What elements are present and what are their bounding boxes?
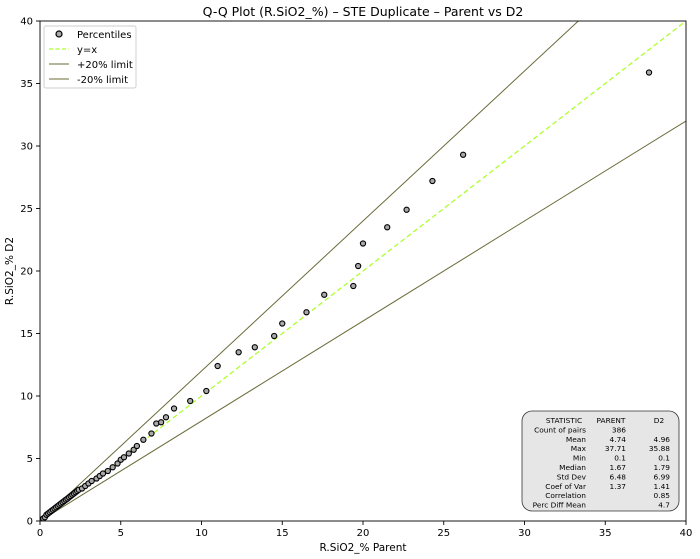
y-tick-label: 0: [27, 517, 33, 528]
legend-label-upper-limit: +20% limit: [77, 60, 133, 71]
stats-cell: 1.37: [610, 482, 627, 491]
stats-header-cell: STATISTIC: [546, 416, 582, 425]
legend-label-identity: y=x: [77, 45, 97, 56]
stats-row-label: Std Dev: [557, 472, 587, 481]
x-tick-label: 40: [680, 528, 693, 539]
chart-title: Q-Q Plot (R.SiO2_%) – STE Duplicate – Pa…: [203, 4, 524, 19]
x-axis-label: R.SiO2_% Parent: [320, 542, 407, 554]
stats-cell: 0.1: [614, 454, 626, 463]
data-point: [459, 151, 467, 158]
data-point: [157, 419, 165, 426]
stats-cell: 4.7: [658, 501, 670, 510]
legend: Percentiles y=x +20% limit -20% limit: [43, 25, 137, 89]
data-point: [88, 477, 95, 485]
stats-cell: 1.41: [654, 482, 671, 491]
y-tick-label: 5: [27, 454, 33, 465]
data-point: [109, 464, 116, 471]
y-axis-label: R.SiO2_% D2: [4, 237, 16, 305]
stats-row-label: Mean: [566, 435, 586, 444]
stats-cell: 0.85: [654, 491, 671, 500]
stats-row-label: Max: [571, 444, 587, 453]
data-point: [187, 397, 194, 405]
x-tick-label: 25: [437, 528, 450, 539]
x-tick-label: 20: [357, 528, 370, 539]
legend-label-percentiles: Percentiles: [77, 30, 132, 41]
stats-cell: 4.96: [654, 435, 671, 444]
x-tick-label: 10: [195, 528, 208, 539]
data-point: [429, 177, 436, 185]
stats-cell: 37.71: [605, 444, 626, 453]
data-point: [321, 291, 328, 298]
data-point: [140, 436, 147, 443]
y-tick-label: 20: [20, 267, 33, 278]
x-tick-label: 30: [518, 528, 531, 539]
data-point: [99, 470, 107, 477]
y-tick-label: 15: [20, 329, 33, 340]
data-point: [359, 240, 367, 247]
x-tick-label: 5: [118, 528, 124, 539]
reference-line-identity: [40, 21, 686, 521]
data-point: [133, 442, 141, 450]
stats-row-label: Perc Diff Mean: [533, 501, 587, 510]
x-tick-label: 35: [599, 528, 612, 539]
stats-row-label: Coef of Var: [545, 482, 587, 491]
legend-marker-icon: [55, 30, 63, 38]
stats-header-cell: PARENT: [597, 416, 626, 425]
x-tick-label: 0: [37, 528, 43, 539]
stats-cell: 1.79: [654, 463, 671, 472]
data-point: [279, 320, 286, 327]
y-tick-label: 40: [20, 17, 33, 28]
data-point: [235, 349, 242, 356]
x-tick-label: 15: [276, 528, 289, 539]
data-point: [303, 309, 310, 316]
data-point: [148, 430, 155, 437]
y-tick-label: 10: [20, 392, 33, 403]
data-point: [104, 467, 111, 475]
stats-cell: 6.48: [610, 472, 627, 481]
data-point: [350, 282, 357, 290]
legend-box: [43, 25, 137, 89]
stats-row-label: Min: [573, 454, 586, 463]
data-point: [203, 387, 210, 395]
stats-header-cell: D2: [654, 416, 664, 425]
data-point: [125, 450, 132, 457]
data-point: [162, 414, 170, 421]
reference-line-upper-limit: [40, 21, 580, 521]
data-point: [170, 405, 178, 412]
stats-cell: 35.88: [649, 444, 670, 453]
data-point: [271, 332, 278, 340]
y-tick-label: 30: [20, 142, 33, 153]
y-axis-ticks: 0 5 10 15 20 25 30 35 40: [20, 17, 40, 528]
data-point: [645, 69, 653, 76]
data-point: [214, 362, 221, 370]
stats-cell: 0.1: [658, 454, 670, 463]
data-point: [355, 262, 362, 270]
data-point: [251, 344, 258, 351]
stats-row-label: Correlation: [545, 491, 586, 500]
statistics-table: STATISTIC PARENT D2 Count of pairs 386 Mean 4.…: [521, 410, 680, 512]
reference-line-lower-limit: [40, 120, 686, 521]
reference-lines: [40, 21, 686, 521]
stats-row-label: Median: [559, 463, 586, 472]
stats-table-box: [521, 410, 680, 512]
data-point: [403, 206, 410, 213]
percentile-points: [40, 69, 653, 521]
data-point: [384, 224, 391, 231]
legend-label-lower-limit: -20% limit: [77, 75, 128, 86]
x-axis-ticks: 0 5 10 15 20 25 30 35 40: [37, 521, 693, 539]
y-tick-label: 25: [20, 204, 33, 215]
y-tick-label: 35: [20, 79, 33, 90]
data-point: [120, 454, 128, 461]
stats-row-label: Count of pairs: [534, 425, 586, 434]
stats-cell: 1.67: [610, 463, 627, 472]
stats-cell: 6.99: [654, 472, 671, 481]
stats-cell: 4.74: [610, 435, 627, 444]
stats-cell: 386: [612, 425, 626, 434]
